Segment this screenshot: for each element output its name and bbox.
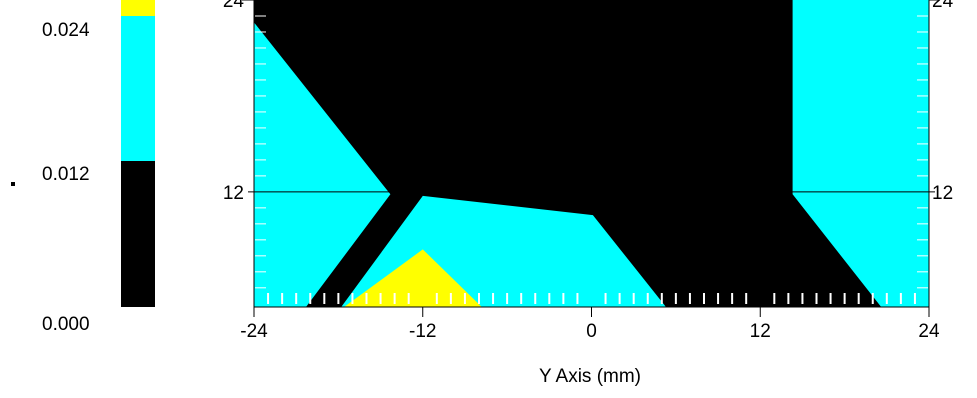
legend-band-mid (121, 16, 155, 161)
x-tick-label: 0 (586, 321, 597, 342)
x-tick-label: 12 (750, 321, 771, 342)
contour-region-1 (344, 249, 482, 307)
contour-region-2 (254, 0, 882, 307)
y-left-tick-label: 12 (223, 183, 244, 204)
legend-marker-dot (11, 182, 15, 186)
legend-label-0012: 0.012 (42, 164, 90, 185)
grid-lines (248, 0, 935, 193)
y-right-tick-label: 12 (932, 183, 953, 204)
legend-band-low (121, 161, 155, 307)
axes (242, 0, 939, 317)
x-tick-label: 24 (918, 321, 940, 342)
y-right-tick-label: 24 (932, 0, 954, 12)
x-tick-label: -12 (409, 321, 436, 342)
legend-label-0000: 0.000 (42, 314, 90, 335)
tick-labels: -24 -12 0 12 24 12 24 12 24 (223, 0, 954, 342)
x-tick-label: -24 (240, 321, 268, 342)
y-left-tick-label: 24 (223, 0, 245, 12)
legend-band-high (121, 0, 155, 16)
legend-label-0024: 0.024 (42, 20, 90, 41)
legend: 0.024 0.012 0.000 (11, 0, 155, 335)
minor-ticks (255, 15, 928, 304)
plot-area: -24 -12 0 12 24 12 24 12 24 Y Axis (mm) (223, 0, 954, 387)
x-axis-label: Y Axis (mm) (539, 366, 641, 387)
